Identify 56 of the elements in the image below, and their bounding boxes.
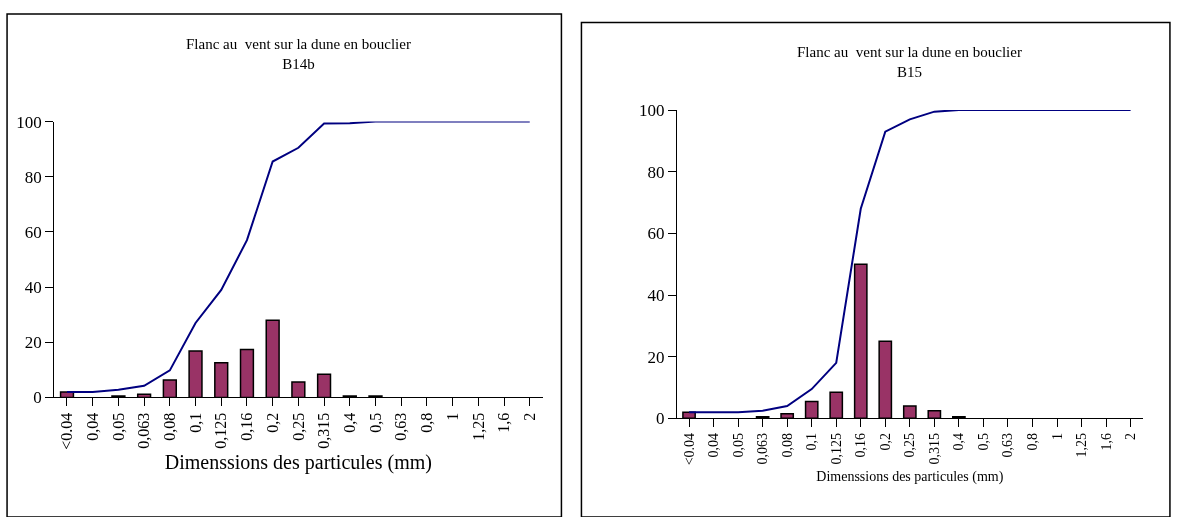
x-tick-label: 0,25 (902, 432, 918, 458)
x-tick-label: 0,1 (186, 412, 204, 433)
x-tick-label: 0,1 (804, 432, 820, 451)
x-tick-label: 0,16 (853, 432, 869, 458)
x-tick-label: 0,05 (730, 432, 746, 458)
x-tick-label: 0,125 (212, 412, 230, 449)
y-tick-label: 100 (16, 112, 42, 132)
x-tick-label: 0,063 (135, 412, 153, 449)
chart-subtitle: B14b (282, 55, 315, 72)
x-tick-label: 1 (1049, 432, 1065, 440)
x-tick-label: 0,4 (340, 412, 358, 433)
x-tick-label: 0,2 (877, 432, 893, 451)
chart-subtitle: B15 (896, 63, 922, 80)
y-tick-label: 20 (647, 347, 665, 367)
x-tick-label: 0,63 (1000, 432, 1016, 458)
y-tick-label: 60 (647, 224, 665, 244)
y-tick-label: 100 (638, 101, 665, 121)
chart-title: Flanc au vent sur la dune en bouclier (797, 44, 1022, 60)
y-tick-label: 0 (655, 409, 665, 429)
x-tick-label: 0,063 (755, 432, 771, 465)
y-tick-label: 80 (647, 162, 665, 182)
x-tick-label: 0,8 (1025, 432, 1041, 451)
x-tick-label: 0,315 (926, 432, 942, 465)
x-tick-label: 1,6 (495, 412, 513, 433)
x-tick-label: <0.04 (58, 412, 76, 450)
x-tick-label: 0,4 (951, 432, 967, 451)
y-tick-label: 60 (24, 222, 42, 242)
x-tick-label: 0,5 (975, 432, 991, 451)
x-tick-label: 0,125 (828, 432, 844, 465)
x-tick-label: <0.04 (681, 432, 697, 466)
x-tick-label: 1,25 (469, 412, 487, 441)
x-axis-title: Dimenssions des particules (mm) (164, 451, 432, 475)
y-tick-label: 20 (24, 333, 42, 353)
y-tick-label: 40 (24, 278, 42, 298)
x-tick-label: 0,16 (238, 412, 256, 441)
x-tick-label: 0,63 (392, 412, 410, 441)
x-tick-label: 2 (1123, 432, 1139, 440)
x-tick-label: 0,315 (315, 412, 333, 449)
x-tick-label: 0,5 (366, 412, 384, 433)
x-axis-title: Dimenssions des particules (mm) (816, 468, 1004, 485)
chart-title: Flanc au vent sur la dune en bouclier (186, 36, 411, 52)
x-tick-label: 0,08 (161, 412, 179, 441)
x-tick-label: 0,08 (779, 432, 795, 458)
y-tick-label: 80 (24, 167, 42, 187)
x-tick-label: 0,25 (289, 412, 307, 441)
x-tick-label: 0,05 (109, 412, 127, 441)
x-tick-label: 1,25 (1074, 432, 1090, 458)
y-tick-label: 40 (647, 286, 665, 305)
y-tick-label: 0 (33, 388, 42, 408)
x-tick-label: 0,04 (83, 412, 101, 441)
x-tick-label: 0,8 (418, 412, 436, 433)
x-tick-label: 0,04 (706, 432, 722, 458)
x-tick-label: 1 (443, 412, 461, 421)
x-tick-label: 0,2 (263, 412, 281, 433)
x-tick-label: 2 (520, 412, 538, 421)
x-tick-label: 1,6 (1098, 432, 1114, 451)
